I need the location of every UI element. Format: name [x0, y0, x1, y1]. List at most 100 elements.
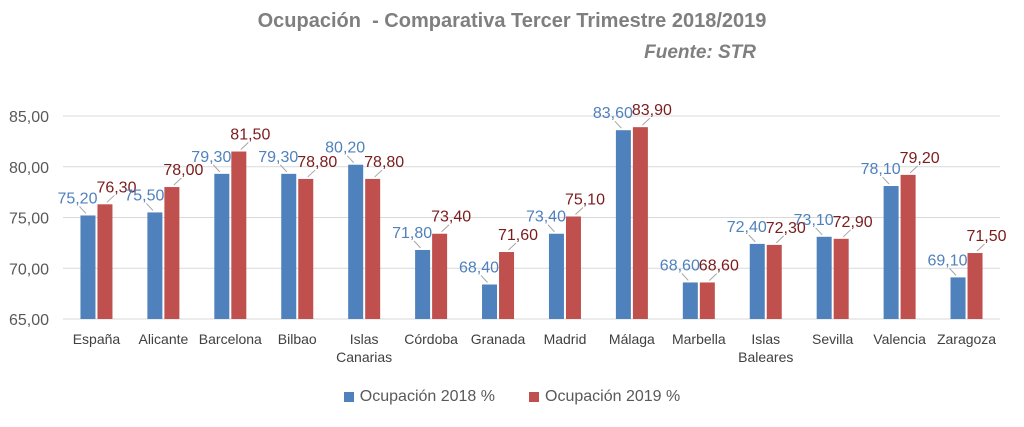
x-tick-label: Córdoba — [404, 331, 458, 347]
legend-swatch-2018 — [343, 392, 354, 402]
label-leader-line — [79, 206, 87, 214]
bar-2019 — [833, 238, 849, 319]
data-label-2018: 68,60 — [660, 257, 700, 274]
label-leader-line — [173, 177, 182, 186]
data-label-2018: 79,30 — [191, 149, 231, 166]
x-tick-label: España — [73, 331, 121, 347]
data-label-2019: 71,50 — [967, 228, 1007, 245]
data-label-2019: 72,90 — [833, 214, 873, 231]
bar-2018 — [147, 212, 163, 319]
label-leader-line — [708, 273, 718, 281]
data-label-2019: 83,90 — [632, 102, 672, 119]
data-label-2019: 68,60 — [699, 257, 739, 274]
bar-2018 — [482, 284, 498, 319]
data-label-2018: 72,40 — [727, 219, 767, 236]
x-tick-label: Alicante — [138, 331, 188, 347]
bar-2019 — [365, 178, 381, 319]
data-label-2019: 72,30 — [766, 220, 806, 237]
legend-item-2019: Ocupación 2019 % — [529, 388, 680, 406]
bar-2019 — [699, 282, 715, 319]
data-label-2018: 69,10 — [928, 252, 968, 269]
chart-title: Ocupación - Comparativa Tercer Trimestre… — [257, 10, 767, 32]
data-label-2018: 78,10 — [861, 161, 901, 178]
data-label-2018: 79,30 — [258, 149, 298, 166]
label-leader-line — [976, 243, 985, 252]
bar-2019 — [499, 252, 515, 319]
bar-2019 — [164, 187, 180, 319]
label-leader-line — [346, 155, 355, 164]
y-tick-label: 85,00 — [9, 109, 49, 126]
label-leader-line — [413, 240, 421, 249]
label-leader-line — [547, 224, 555, 233]
data-label-2018: 71,80 — [392, 225, 432, 242]
bar-2018 — [883, 186, 899, 319]
bar-2018 — [214, 173, 230, 319]
bar-2018 — [415, 249, 431, 319]
data-label-2019: 78,80 — [297, 154, 337, 171]
x-tick-label: Madrid — [544, 331, 587, 347]
data-label-2019: 75,10 — [565, 191, 605, 208]
label-leader-line — [374, 169, 383, 178]
data-label-2019: 79,20 — [900, 150, 940, 167]
label-leader-line — [748, 234, 756, 243]
label-leader-line — [575, 207, 584, 215]
label-leader-line — [882, 176, 890, 185]
label-leader-line — [842, 229, 852, 238]
legend-label-2018: Ocupación 2018 % — [359, 388, 495, 405]
bar-2019 — [967, 253, 983, 319]
bar-2019 — [766, 244, 782, 319]
data-label-2019: 76,30 — [96, 179, 136, 196]
bar-2018 — [682, 282, 698, 319]
data-label-2018: 73,40 — [526, 209, 566, 226]
x-tick-label: Barcelona — [199, 331, 262, 347]
y-tick-label: 75,00 — [9, 211, 49, 228]
bar-2019 — [231, 151, 247, 319]
label-leader-line — [146, 203, 154, 211]
bar-2018 — [281, 173, 297, 319]
data-label-2018: 75,20 — [57, 190, 97, 207]
label-leader-line — [815, 227, 823, 236]
legend-label-2019: Ocupación 2019 % — [545, 388, 681, 405]
label-leader-line — [775, 235, 785, 244]
bar-2019 — [565, 216, 581, 319]
x-tick-label: Sevilla — [812, 331, 853, 347]
legend-swatch-2019 — [529, 392, 539, 402]
y-tick-label: 80,00 — [9, 160, 49, 177]
bar-2019 — [632, 127, 648, 319]
label-leader-line — [307, 169, 316, 178]
label-leader-line — [279, 164, 288, 173]
label-leader-line — [106, 194, 115, 203]
legend-item-2018: Ocupación 2018 % — [343, 388, 495, 406]
label-leader-line — [614, 120, 622, 129]
y-tick-label: 65,00 — [9, 312, 49, 329]
bar-2019 — [900, 174, 916, 319]
bar-2019 — [97, 204, 113, 319]
data-label-2019: 78,00 — [163, 162, 203, 179]
chart-subtitle: Fuente: STR — [644, 42, 756, 63]
x-tick-label: Islas Baleares — [738, 331, 793, 365]
data-label-2018: 83,60 — [593, 105, 633, 122]
x-tick-label: Valencia — [873, 331, 926, 347]
x-tick-label: Zaragoza — [937, 331, 996, 347]
x-tick-label: Marbella — [672, 331, 726, 347]
data-label-2018: 80,20 — [325, 140, 365, 157]
data-label-2019: 81,50 — [230, 127, 270, 144]
label-leader-line — [212, 164, 221, 173]
label-leader-line — [240, 142, 249, 150]
x-tick-label: Granada — [471, 331, 526, 347]
chart-legend: Ocupación 2018 % Ocupación 2019 % — [0, 388, 1024, 406]
data-label-2018: 68,40 — [459, 259, 499, 276]
data-label-2019: 73,40 — [431, 209, 471, 226]
bar-2018 — [548, 233, 564, 319]
bar-2018 — [615, 130, 631, 319]
label-leader-line — [480, 275, 488, 283]
label-leader-line — [949, 268, 957, 276]
data-label-2019: 78,80 — [364, 154, 404, 171]
label-leader-line — [642, 117, 651, 126]
bar-2018 — [749, 243, 765, 319]
y-tick-label: 70,00 — [9, 261, 49, 278]
x-tick-label: Islas Canarias — [336, 331, 392, 365]
data-label-2018: 75,50 — [124, 187, 164, 204]
data-label-2019: 71,60 — [498, 227, 538, 244]
